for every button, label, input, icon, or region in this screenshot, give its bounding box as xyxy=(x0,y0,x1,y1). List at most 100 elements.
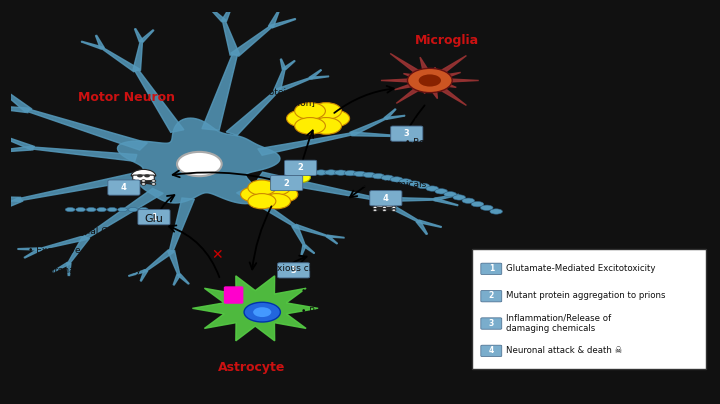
Text: 1: 1 xyxy=(151,213,157,222)
Ellipse shape xyxy=(315,170,328,175)
Polygon shape xyxy=(385,116,405,120)
Polygon shape xyxy=(81,41,104,49)
Text: Microglia: Microglia xyxy=(415,34,480,47)
Polygon shape xyxy=(53,262,71,272)
Circle shape xyxy=(302,110,333,127)
Polygon shape xyxy=(293,224,328,236)
Polygon shape xyxy=(0,198,23,220)
Text: • Excessive synaptic Glu: • Excessive synaptic Glu xyxy=(28,246,140,255)
Ellipse shape xyxy=(399,179,412,184)
Text: 3: 3 xyxy=(489,319,494,328)
Text: 3: 3 xyxy=(404,129,410,138)
Polygon shape xyxy=(177,274,189,284)
Ellipse shape xyxy=(325,170,338,175)
Polygon shape xyxy=(381,53,479,105)
Polygon shape xyxy=(231,26,272,56)
Ellipse shape xyxy=(96,208,107,212)
Circle shape xyxy=(256,187,283,202)
Polygon shape xyxy=(292,225,305,246)
Text: 4: 4 xyxy=(121,183,127,192)
Ellipse shape xyxy=(107,208,117,212)
Circle shape xyxy=(177,152,222,176)
Polygon shape xyxy=(280,59,286,69)
Polygon shape xyxy=(84,188,163,238)
Wedge shape xyxy=(131,169,156,176)
Polygon shape xyxy=(282,61,295,69)
Polygon shape xyxy=(209,8,226,22)
Polygon shape xyxy=(102,48,140,72)
Circle shape xyxy=(392,206,396,208)
Polygon shape xyxy=(20,173,141,200)
FancyBboxPatch shape xyxy=(481,318,502,329)
Polygon shape xyxy=(32,147,137,161)
Text: Inflammation/Release of
damaging chemicals: Inflammation/Release of damaging chemica… xyxy=(506,314,611,333)
FancyBboxPatch shape xyxy=(370,191,402,206)
Polygon shape xyxy=(303,245,315,253)
Ellipse shape xyxy=(344,170,356,176)
Text: Protein Aggregate
[Prion]: Protein Aggregate [Prion] xyxy=(260,88,341,107)
Circle shape xyxy=(244,302,280,322)
Polygon shape xyxy=(27,109,148,150)
Polygon shape xyxy=(350,118,386,135)
Ellipse shape xyxy=(294,171,307,176)
Ellipse shape xyxy=(66,208,75,212)
Text: Neuronal attack & death ☠: Neuronal attack & death ☠ xyxy=(506,346,622,355)
Polygon shape xyxy=(395,135,413,141)
Ellipse shape xyxy=(363,172,375,178)
Circle shape xyxy=(141,183,145,185)
Circle shape xyxy=(240,187,269,202)
Polygon shape xyxy=(128,269,147,276)
Polygon shape xyxy=(0,83,32,112)
FancyBboxPatch shape xyxy=(271,175,302,191)
Ellipse shape xyxy=(128,208,138,212)
Ellipse shape xyxy=(335,170,347,175)
Ellipse shape xyxy=(471,202,484,207)
Ellipse shape xyxy=(390,177,402,182)
Ellipse shape xyxy=(117,208,127,212)
Circle shape xyxy=(151,183,156,185)
Circle shape xyxy=(311,103,341,119)
Polygon shape xyxy=(237,189,296,226)
Polygon shape xyxy=(0,196,21,202)
Circle shape xyxy=(263,180,290,195)
Polygon shape xyxy=(145,250,174,271)
Polygon shape xyxy=(169,198,194,251)
Text: 1: 1 xyxy=(489,264,494,273)
Polygon shape xyxy=(269,19,296,28)
Polygon shape xyxy=(326,236,338,244)
Text: 4: 4 xyxy=(489,346,494,355)
Polygon shape xyxy=(222,21,240,55)
Polygon shape xyxy=(375,198,419,222)
Circle shape xyxy=(248,180,276,195)
Text: Noxious chemicals: Noxious chemicals xyxy=(342,181,426,189)
Circle shape xyxy=(141,180,145,182)
Polygon shape xyxy=(257,172,379,200)
Ellipse shape xyxy=(426,186,438,191)
Ellipse shape xyxy=(462,198,474,203)
Text: ✕: ✕ xyxy=(211,248,222,262)
Ellipse shape xyxy=(372,174,384,179)
Polygon shape xyxy=(310,76,329,79)
Polygon shape xyxy=(351,132,396,137)
FancyBboxPatch shape xyxy=(138,210,170,225)
FancyBboxPatch shape xyxy=(481,290,502,302)
Circle shape xyxy=(253,307,271,317)
Circle shape xyxy=(248,194,276,209)
FancyBboxPatch shape xyxy=(284,160,317,175)
Circle shape xyxy=(144,174,150,177)
Polygon shape xyxy=(135,70,184,133)
Circle shape xyxy=(392,209,396,211)
Wedge shape xyxy=(373,196,396,203)
FancyBboxPatch shape xyxy=(391,126,423,141)
Polygon shape xyxy=(140,30,154,42)
Polygon shape xyxy=(18,248,40,250)
Ellipse shape xyxy=(480,205,493,210)
FancyBboxPatch shape xyxy=(278,263,310,278)
Text: 2: 2 xyxy=(284,179,289,187)
Text: Motor Neuron: Motor Neuron xyxy=(78,91,174,104)
Circle shape xyxy=(151,180,156,182)
Polygon shape xyxy=(117,118,280,204)
Polygon shape xyxy=(192,276,318,341)
Polygon shape xyxy=(378,197,435,202)
Text: 4: 4 xyxy=(383,194,389,203)
